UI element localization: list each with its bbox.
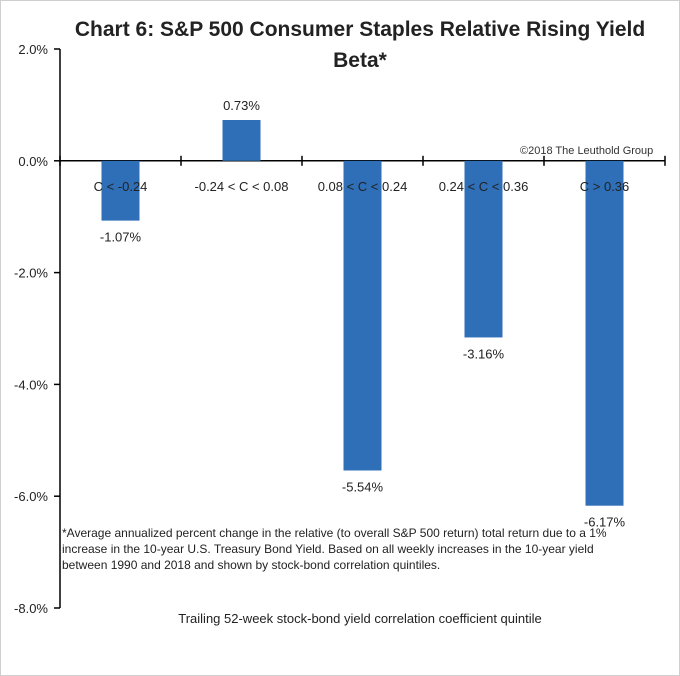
footnote: *Average annualized percent change in th… <box>62 526 607 572</box>
chart-title: Chart 6: S&P 500 Consumer Staples Relati… <box>74 18 646 72</box>
y-tick-label: 0.0% <box>18 154 48 169</box>
y-tick-label: -4.0% <box>14 377 48 392</box>
y-tick-label: -6.0% <box>14 489 48 504</box>
data-label: -1.07% <box>100 230 142 245</box>
data-label: 0.73% <box>223 98 260 113</box>
y-tick-label: -8.0% <box>14 601 48 616</box>
category-label: 0.08 < C < 0.24 <box>318 179 408 194</box>
bar <box>222 119 261 161</box>
bar <box>101 160 140 221</box>
bar <box>343 160 382 471</box>
category-label: 0.24 < C < 0.36 <box>439 179 529 194</box>
y-tick-label: -2.0% <box>14 266 48 281</box>
category-label: C < -0.24 <box>94 179 148 194</box>
x-axis-title: Trailing 52-week stock-bond yield correl… <box>178 611 542 626</box>
data-label: -6.17% <box>584 515 626 530</box>
y-tick-label: 2.0% <box>18 42 48 57</box>
bar <box>585 160 624 506</box>
bar <box>464 160 503 338</box>
bars <box>101 119 624 506</box>
labels: C < -0.24 -1.07% -0.24 < C < 0.08 0.73% 0.08… <box>94 98 630 530</box>
category-label: C > 0.36 <box>580 179 630 194</box>
axes: 2.0% 0.0% -2.0% -4.0% -6.0% -8.0% <box>14 42 666 616</box>
category-label: -0.24 < C < 0.08 <box>195 179 289 194</box>
data-label: -5.54% <box>342 479 384 494</box>
data-label: -3.16% <box>463 346 505 361</box>
copyright-note: ©2018 The Leuthold Group <box>520 145 654 157</box>
